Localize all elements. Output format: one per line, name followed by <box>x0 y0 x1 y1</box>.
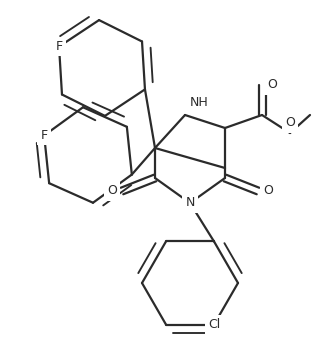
Text: NH: NH <box>190 97 209 110</box>
Text: O: O <box>267 78 277 91</box>
Text: N: N <box>185 196 195 209</box>
Text: O: O <box>263 184 273 197</box>
Text: F: F <box>41 129 48 142</box>
Text: O: O <box>285 117 295 130</box>
Text: O: O <box>107 184 117 197</box>
Text: Cl: Cl <box>208 318 220 331</box>
Text: F: F <box>56 40 63 53</box>
